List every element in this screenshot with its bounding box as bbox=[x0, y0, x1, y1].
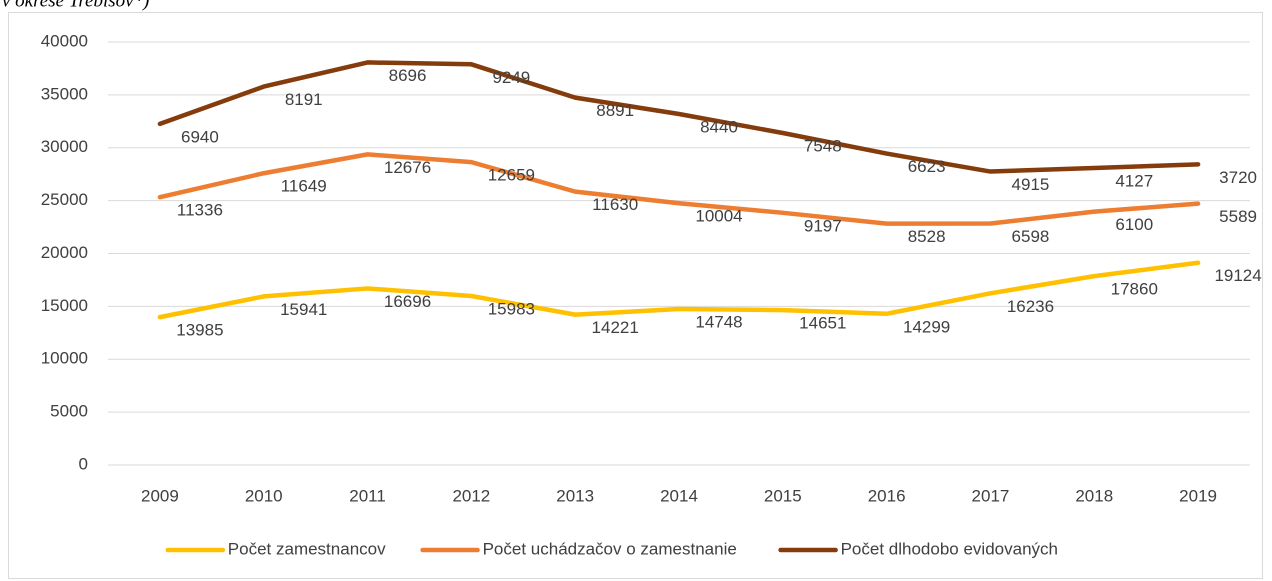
data-label: 14221 bbox=[592, 318, 639, 337]
x-tick-label: 2019 bbox=[1179, 486, 1217, 505]
y-tick-label: 15000 bbox=[41, 296, 88, 315]
data-label: 4127 bbox=[1115, 171, 1153, 190]
data-label: 13985 bbox=[176, 321, 223, 340]
x-tick-label: 2013 bbox=[556, 486, 594, 505]
x-tick-label: 2017 bbox=[972, 486, 1010, 505]
y-tick-label: 5000 bbox=[50, 402, 88, 421]
data-label: 8696 bbox=[389, 66, 427, 85]
data-label: 9197 bbox=[804, 216, 842, 235]
series-line bbox=[157, 260, 1201, 320]
data-label: 14651 bbox=[799, 314, 846, 333]
y-tick-label: 10000 bbox=[41, 349, 88, 368]
x-tick-label: 2009 bbox=[141, 486, 179, 505]
data-label: 14299 bbox=[903, 317, 950, 336]
series-line bbox=[157, 60, 1201, 174]
data-label: 6623 bbox=[908, 157, 946, 176]
legend-label: Počet dlhodobo evidovaných bbox=[841, 539, 1058, 558]
data-label: 8528 bbox=[908, 227, 946, 246]
data-label: 15983 bbox=[488, 299, 535, 318]
data-label: 6598 bbox=[1012, 227, 1050, 246]
data-label: 11336 bbox=[177, 201, 223, 220]
data-label: 17860 bbox=[1111, 280, 1158, 299]
data-label: 12659 bbox=[488, 166, 535, 185]
x-tick-label: 2012 bbox=[452, 486, 490, 505]
legend-label: Počet uchádzačov o zamestnanie bbox=[483, 539, 737, 558]
data-label: 16236 bbox=[1007, 297, 1054, 316]
data-label: 6100 bbox=[1115, 215, 1153, 234]
x-tick-label: 2015 bbox=[764, 486, 802, 505]
y-tick-label: 20000 bbox=[41, 243, 88, 262]
data-label: 12676 bbox=[384, 158, 431, 177]
y-tick-label: 0 bbox=[79, 454, 88, 473]
x-tick-label: 2011 bbox=[349, 486, 386, 505]
y-tick-label: 40000 bbox=[41, 31, 88, 50]
x-tick-label: 2010 bbox=[245, 486, 283, 505]
data-label: 4915 bbox=[1012, 175, 1050, 194]
data-label: 11649 bbox=[281, 177, 327, 196]
y-tick-label: 35000 bbox=[41, 84, 88, 103]
data-label: 8891 bbox=[596, 101, 634, 120]
y-tick-label: 25000 bbox=[41, 190, 88, 209]
y-tick-label: 30000 bbox=[41, 137, 88, 156]
data-label: 6940 bbox=[181, 127, 219, 146]
legend-label: Počet zamestnancov bbox=[228, 539, 386, 558]
data-label: 16696 bbox=[384, 292, 431, 311]
data-label: 7548 bbox=[804, 136, 842, 155]
data-label: 15941 bbox=[280, 300, 327, 319]
data-label: 11630 bbox=[592, 195, 638, 214]
data-label: 3720 bbox=[1219, 168, 1257, 187]
x-tick-label: 2016 bbox=[868, 486, 906, 505]
data-label: 19124 bbox=[1214, 266, 1261, 285]
series-line bbox=[157, 152, 1201, 226]
x-tick-label: 2014 bbox=[660, 486, 698, 505]
data-label: 8191 bbox=[285, 90, 323, 109]
x-tick-label: 2018 bbox=[1075, 486, 1113, 505]
data-label: 5589 bbox=[1219, 207, 1257, 226]
data-label: 8440 bbox=[700, 117, 738, 136]
data-label: 9249 bbox=[492, 68, 530, 87]
data-label: 10004 bbox=[695, 207, 742, 226]
data-label: 14748 bbox=[695, 313, 742, 332]
chart-title: v okrese Trebišov*) bbox=[2, 0, 149, 11]
